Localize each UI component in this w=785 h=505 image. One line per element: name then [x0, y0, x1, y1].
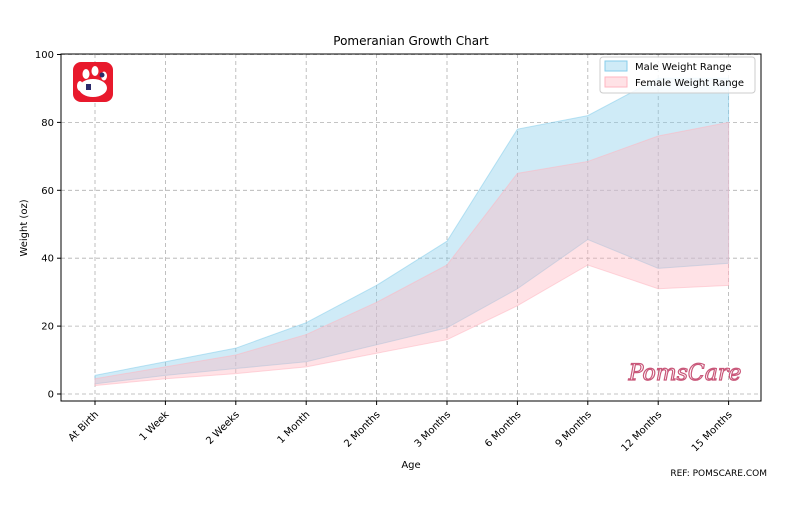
plot-frame	[60, 53, 762, 402]
legend-label-male: Male Weight Range	[635, 62, 732, 73]
legend-box	[599, 56, 756, 94]
y-tick-label: 80	[41, 118, 54, 129]
y-tick-label: 40	[41, 254, 54, 265]
x-axis-label: Age	[401, 460, 420, 471]
brand-watermark: PomsCare	[628, 361, 742, 386]
y-tick-label: 100	[35, 50, 54, 61]
legend-label-female: Female Weight Range	[635, 78, 744, 89]
legend-swatch-female	[604, 76, 628, 88]
paw-icon	[73, 62, 113, 102]
grid-lines	[61, 54, 761, 401]
y-axis: 0 20 40 60 80 100	[35, 50, 61, 401]
series-areas	[94, 77, 730, 387]
y-axis-label: Weight (oz)	[19, 199, 30, 256]
y-tick-label: 0	[48, 390, 54, 401]
legend-swatch-male	[604, 60, 628, 72]
y-tick-label: 60	[41, 186, 54, 197]
chart-title: Pomeranian Growth Chart	[333, 34, 489, 48]
legend: Male Weight Range Female Weight Range	[599, 56, 756, 94]
reference-text: REF: POMSCARE.COM	[670, 469, 767, 479]
female-weight-range-area	[94, 121, 730, 387]
y-tick-label: 20	[41, 322, 54, 333]
